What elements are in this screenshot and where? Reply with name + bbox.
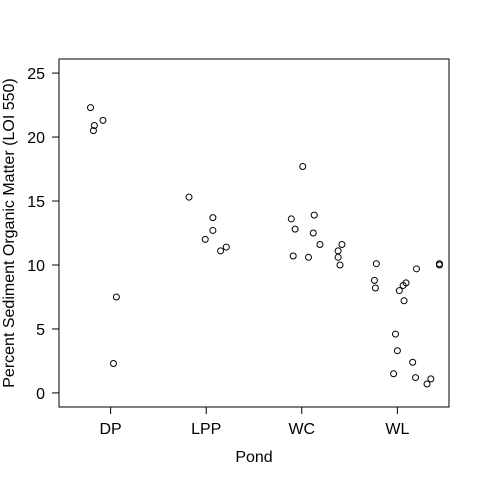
data-point <box>395 287 403 295</box>
data-point <box>413 265 420 273</box>
data-point <box>338 241 346 249</box>
data-point <box>372 260 380 268</box>
data-point <box>112 293 120 301</box>
data-point <box>217 247 225 255</box>
data-point <box>299 162 307 170</box>
data-point <box>310 211 318 219</box>
x-axis: DP LPP WC WL <box>100 407 409 438</box>
data-point <box>287 215 295 223</box>
data-point <box>109 360 117 367</box>
data-points <box>87 104 443 388</box>
x-tick-label: LPP <box>191 421 221 438</box>
data-point <box>435 261 443 269</box>
data-point <box>185 193 193 201</box>
y-tick-label: 5 <box>36 322 45 339</box>
data-point <box>371 284 379 292</box>
plot-frame <box>58 58 450 408</box>
y-tick-label: 20 <box>27 130 45 147</box>
data-point <box>423 380 431 388</box>
data-point <box>316 241 324 249</box>
data-point <box>336 261 344 269</box>
x-axis-title: Pond <box>235 449 272 466</box>
data-point <box>87 104 95 112</box>
data-point <box>222 243 230 251</box>
data-point <box>334 247 342 255</box>
x-tick-label: DP <box>100 421 122 438</box>
data-point <box>334 253 342 261</box>
data-point <box>390 370 398 378</box>
data-point <box>427 375 435 383</box>
data-point <box>409 358 417 366</box>
data-point <box>400 297 408 305</box>
data-point <box>201 235 209 243</box>
data-point <box>89 127 97 135</box>
data-point <box>99 116 107 124</box>
y-axis: 0 5 10 15 20 25 <box>27 66 60 403</box>
data-point <box>90 122 98 130</box>
x-tick-label: WL <box>385 421 409 438</box>
data-point <box>309 229 317 237</box>
y-tick-label: 15 <box>27 194 45 211</box>
data-point <box>209 214 217 222</box>
data-point <box>289 252 297 260</box>
y-axis-title: Percent Sediment Organic Matter (LOI 550… <box>1 78 18 387</box>
y-tick-label: 10 <box>27 258 45 275</box>
y-tick-label: 0 <box>36 386 45 403</box>
data-point <box>391 330 399 338</box>
data-point <box>209 226 217 234</box>
data-point <box>370 276 378 284</box>
y-tick-label: 25 <box>27 66 45 83</box>
x-tick-label: WC <box>288 421 315 438</box>
data-point <box>393 347 401 355</box>
data-point <box>399 281 407 289</box>
data-point <box>304 253 312 261</box>
data-point <box>291 225 299 233</box>
data-point <box>412 374 420 382</box>
